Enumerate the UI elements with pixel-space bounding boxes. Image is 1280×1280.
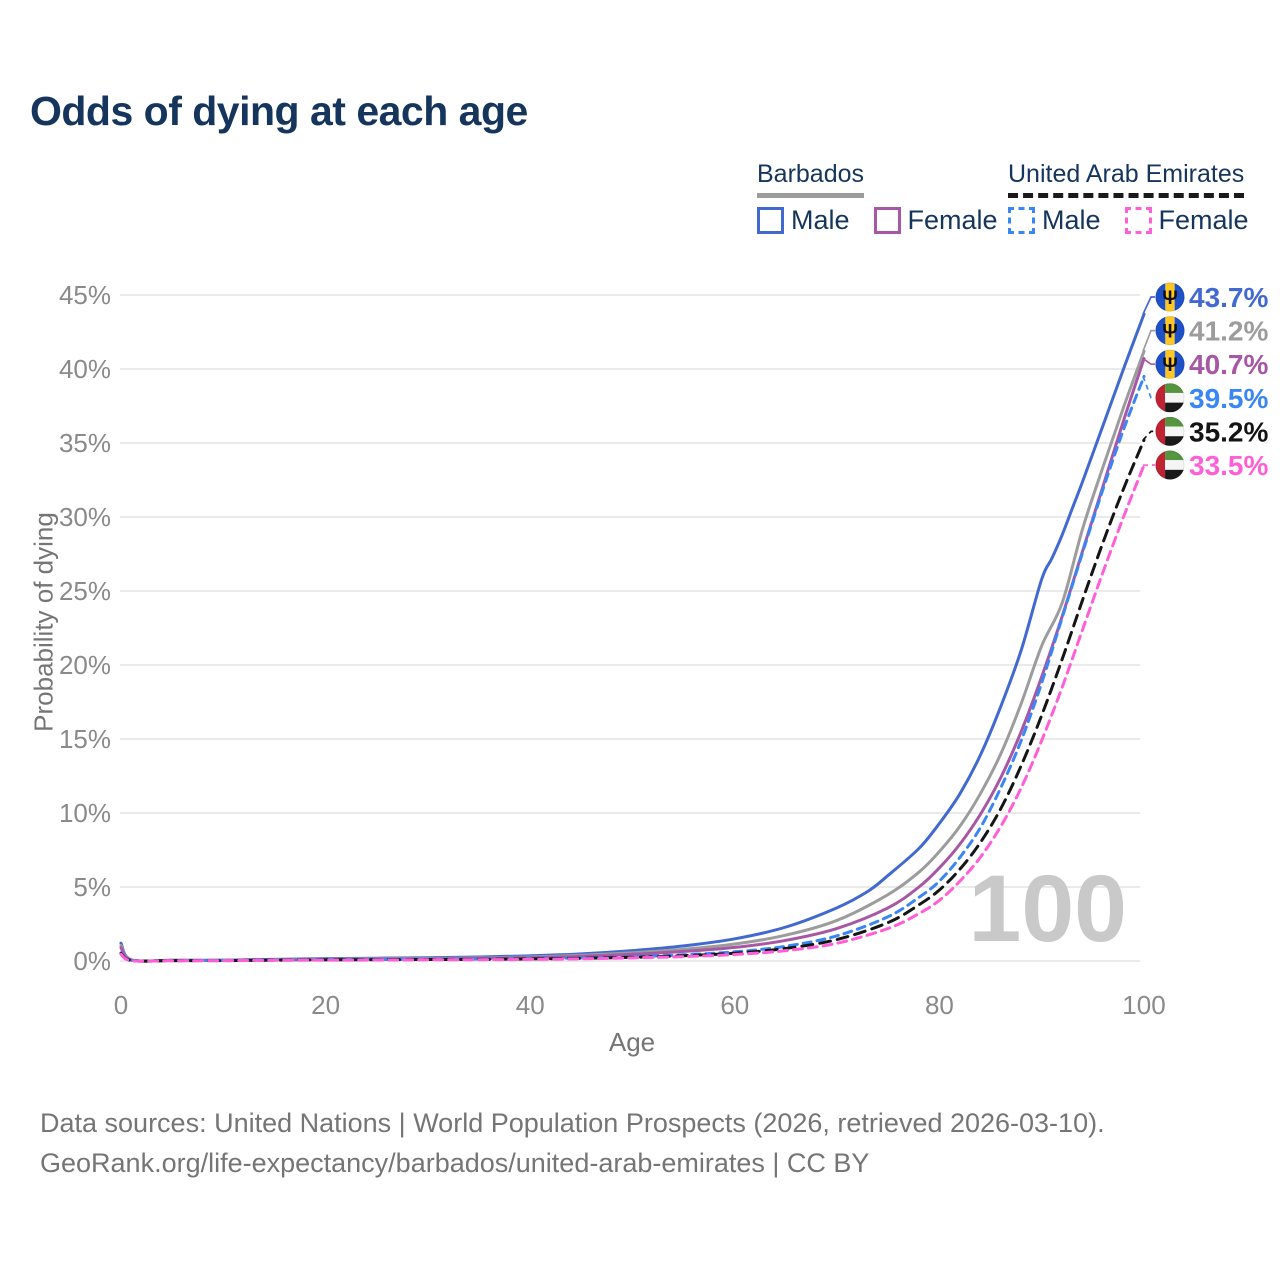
y-tick-label: 35% [59,428,111,458]
legend-swatch-icon [757,207,784,234]
y-tick-label: 25% [59,576,111,606]
x-tick-label: 40 [516,990,545,1020]
end-label-leader [1142,430,1155,441]
legend-group-title: Barbados [757,160,865,198]
flag-icon-uae [1155,383,1185,413]
end-label-value: 35.2% [1189,416,1268,447]
attribution-line: GeoRank.org/life-expectancy/barbados/uni… [40,1148,870,1178]
x-tick-label: 80 [925,990,954,1020]
end-label-leader [1142,376,1155,399]
end-label-united-arab-emirates-both-sexes: 35.2% [1155,416,1268,447]
end-label-barbados-male: Ψ 43.7% [1155,282,1268,313]
end-label-leader [1142,296,1155,315]
flag-icon-barbados: Ψ [1155,349,1185,379]
legend-swatch-icon [1008,207,1035,234]
y-tick-label: 30% [59,502,111,532]
legend-group-barbados: Barbados Male Female [757,160,1022,236]
y-tick-label: 40% [59,354,111,384]
end-label-leader [1142,329,1155,352]
x-axis-title: Age [608,1027,656,1057]
flag-icon-barbados: Ψ [1155,282,1185,312]
trident-glyph: Ψ [1162,355,1177,376]
series-line-united-arab-emirates-both-sexes [119,438,1146,963]
legend-item-male: Male [1008,205,1101,236]
legend-item-label: Male [791,205,850,235]
y-tick-label: 20% [59,650,111,680]
x-tick-label: 60 [720,990,749,1020]
legend-group-title: United Arab Emirates [1008,160,1245,198]
end-label-value: 40.7% [1189,349,1268,380]
legend-item-female: Female [1124,205,1249,236]
end-label-value: 39.5% [1189,383,1268,414]
x-tick-label: 0 [114,990,128,1020]
legend-swatch-icon [1124,207,1152,234]
legend-swatch-icon [873,207,901,234]
page-title: Odds of dying at each age [30,88,528,134]
data-source-line: Data sources: United Nations | World Pop… [40,1108,1105,1138]
flag-icon-uae [1155,450,1185,480]
y-tick-label: 0% [73,946,111,976]
end-label-leader [1142,357,1155,366]
y-tick-label: 45% [59,280,111,310]
legend-item-male: Male [757,205,850,236]
y-tick-label: 5% [73,872,111,902]
y-axis-title: Probability of dying [28,512,59,732]
series-line-united-arab-emirates-female [119,463,1146,963]
end-label-value: 43.7% [1189,282,1268,313]
trident-glyph: Ψ [1162,322,1177,343]
x-tick-label: 100 [1122,990,1165,1020]
end-label-value: 33.5% [1189,450,1268,481]
end-label-barbados-female: Ψ 40.7% [1155,349,1268,380]
end-label-united-arab-emirates-female: 33.5% [1155,450,1268,481]
end-label-value: 41.2% [1189,316,1268,347]
legend-item-female: Female [873,205,998,236]
trident-glyph: Ψ [1162,288,1177,309]
legend-item-label: Male [1042,205,1101,235]
y-tick-label: 15% [59,724,111,754]
end-label-united-arab-emirates-male: 39.5% [1155,383,1268,414]
flag-icon-barbados: Ψ [1155,316,1185,346]
flag-icon-uae [1155,416,1185,446]
legend-item-label: Female [1158,205,1249,235]
y-tick-label: 10% [59,798,111,828]
legend-item-label: Female [907,205,998,235]
x-tick-label: 20 [311,990,340,1020]
legend-group-united-arab-emirates: United Arab Emirates Male Female [1008,160,1273,236]
watermark-age: 100 [968,856,1127,962]
end-label-barbados-both-sexes: Ψ 41.2% [1155,316,1268,347]
